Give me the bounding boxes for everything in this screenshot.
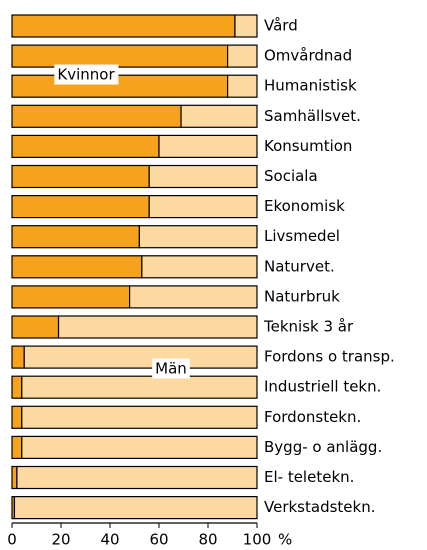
bar-segment xyxy=(13,496,258,520)
x-tick-label: 40 xyxy=(100,531,119,549)
bar-segment xyxy=(11,225,141,249)
y-tick-label: Naturvet. xyxy=(264,257,335,275)
bar-segment xyxy=(158,134,258,158)
y-tick-label: Samhällsvet. xyxy=(264,107,361,125)
bar-segment xyxy=(11,405,23,429)
bar-segment xyxy=(11,375,23,399)
bar-segment xyxy=(11,315,60,339)
x-tick-label: 60 xyxy=(149,531,168,549)
y-tick-label: Fordons o transp. xyxy=(264,348,395,366)
bar-segment xyxy=(11,285,131,309)
legend-label: Kvinnor xyxy=(57,66,115,84)
legend-box xyxy=(152,358,190,379)
bar-segment xyxy=(11,435,23,459)
x-axis-label: % xyxy=(278,531,292,549)
bar-segment xyxy=(11,104,182,128)
x-tick-label: 20 xyxy=(51,531,70,549)
x-tick-label: 0 xyxy=(7,531,17,549)
bar-segment xyxy=(23,345,258,369)
bar-segment xyxy=(227,44,258,68)
x-tick-label: 80 xyxy=(198,531,217,549)
y-tick-label: Livsmedel xyxy=(264,227,340,245)
y-tick-label: Fordonstekn. xyxy=(264,408,361,426)
bar-segment xyxy=(11,255,143,279)
y-tick-label: Industriell tekn. xyxy=(264,378,381,396)
bar-segment xyxy=(11,195,150,219)
bar-segment xyxy=(141,255,258,279)
bar-segment xyxy=(138,225,258,249)
bar-segment xyxy=(11,164,150,189)
bar-segment xyxy=(11,44,229,68)
y-tick-label: Naturbruk xyxy=(264,287,340,305)
bar-segment xyxy=(129,285,258,309)
bar-segment xyxy=(11,14,236,38)
bar-segment xyxy=(11,465,18,490)
y-tick-label: Humanistisk xyxy=(264,77,357,95)
bar-segment xyxy=(180,104,258,128)
bar-segment xyxy=(21,405,258,429)
bar-segment xyxy=(21,435,258,459)
bar-segment xyxy=(11,134,160,158)
y-tick-label: Ekonomisk xyxy=(264,197,345,215)
bar-segment xyxy=(11,345,25,369)
y-tick-label: Omvårdnad xyxy=(264,47,352,65)
y-tick-label: Verkstadstekn. xyxy=(264,498,375,516)
bar-segment xyxy=(57,315,258,339)
bar-segment xyxy=(148,164,258,189)
y-tick-label: Vård xyxy=(264,17,298,35)
legend-label: Män xyxy=(155,360,187,378)
y-tick-label: Sociala xyxy=(264,167,318,185)
bar-segment xyxy=(11,74,229,98)
bar-segment xyxy=(227,74,258,98)
bar-segment xyxy=(16,465,258,490)
y-tick-label: Konsumtion xyxy=(264,137,352,155)
y-tick-label: Teknisk 3 år xyxy=(263,318,354,336)
legend-box xyxy=(54,64,119,85)
y-tick-label: El- teletekn. xyxy=(264,468,354,486)
x-tick-label: 100 xyxy=(243,531,272,549)
bar-segment xyxy=(234,14,258,38)
bar-segment xyxy=(21,375,258,399)
y-tick-label: Bygg- o anlägg. xyxy=(264,438,382,456)
bar-segment xyxy=(148,195,258,219)
